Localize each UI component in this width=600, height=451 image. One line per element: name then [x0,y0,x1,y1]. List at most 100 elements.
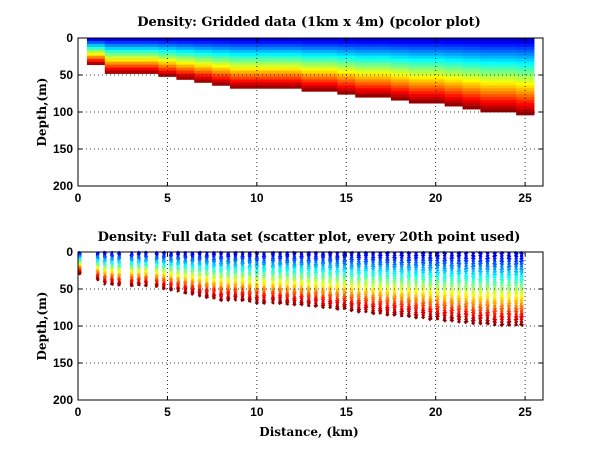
heatmap-cell [480,85,499,89]
scatter-point [399,311,404,316]
scatter-point [129,279,134,284]
heatmap-cell [176,49,195,54]
heatmap-cell [176,73,195,77]
scatter-point [261,256,267,261]
scatter-point [285,254,290,259]
scatter-point [392,262,397,267]
heatmap-cell [230,85,249,89]
heatmap-cell [319,70,338,74]
heatmap-cell [265,79,285,83]
scatter-point [499,295,505,301]
scatter-point [117,261,121,266]
heatmap-cell [230,61,249,66]
scatter-point [485,269,490,274]
scatter-point [320,272,326,278]
heatmap-cell [337,70,356,74]
scatter-point [371,262,376,267]
heatmap-cell [86,38,106,42]
scatter-point [370,282,376,287]
scatter-point [190,281,195,286]
scatter-point [306,280,312,285]
heatmap-cell [158,55,177,60]
heatmap-cell [301,76,320,80]
heatmap-cell [355,46,374,51]
scatter-point [513,314,519,320]
scatter-point [261,293,267,298]
heatmap-cell [498,85,517,89]
scatter-point [413,286,419,292]
scatter-point [384,289,390,295]
heatmap-cell [426,67,446,71]
heatmap-cell [462,49,481,54]
scatter-point [392,309,397,315]
scatter-point [435,302,440,307]
scatter-point [413,265,419,270]
scatter-point [499,258,505,264]
scatter-point [137,278,141,283]
heatmap-cell [265,40,285,45]
scatter-point [392,253,397,258]
scatter-point [377,268,383,274]
scatter-point [363,274,369,280]
heatmap-cell [462,97,481,101]
scatter-point [392,257,397,263]
heatmap-cell [462,76,481,80]
scatter-point [271,273,275,277]
heatmap-cell [319,82,338,86]
scatter-point [299,294,304,299]
scatter-point [435,285,440,290]
heatmap-cell [230,76,249,80]
heatmap-cell [230,49,249,54]
scatter-point [470,253,476,259]
scatter-point [492,261,498,267]
scatter-point [356,309,362,314]
scatter-point [313,286,318,291]
heatmap-cell [444,52,463,57]
scatter-point [518,314,525,320]
scatter-point [463,283,469,289]
scatter-point [233,289,238,294]
scatter-point [363,304,369,310]
scatter-point [406,281,412,286]
scatter-point [262,282,266,287]
scatter-point [477,258,483,264]
heatmap-cell [390,97,410,101]
heatmap-cell [516,82,535,86]
heatmap-cell [230,38,249,42]
scatter-point [413,295,419,301]
scatter-point [478,320,483,326]
heatmap-cell [247,58,267,63]
scatter-point [285,271,290,277]
scatter-point [485,318,490,324]
y-axis-label: Depth,(m) [35,292,49,361]
scatter-point [197,252,202,257]
heatmap-cell [212,76,231,80]
heatmap-cell [319,55,338,60]
scatter-point [442,308,447,313]
scatter-point [342,259,347,264]
scatter-point [406,292,411,298]
scatter-point [485,290,490,295]
scatter-point [519,287,524,293]
heatmap-cell [86,43,106,48]
scatter-point [499,287,505,293]
heatmap-cell [194,73,213,77]
scatter-point [427,292,433,297]
scatter-point [356,276,362,282]
scatter-point [506,290,512,296]
scatter-point [363,298,369,304]
scatter-point [442,317,447,323]
scatter-point [420,286,426,292]
heatmap-cell [355,91,374,95]
scatter-point [327,298,333,304]
scatter-point [442,303,448,308]
heatmap-cell [301,46,320,51]
scatter-point [463,273,469,279]
heatmap-cell [408,70,428,74]
scatter-point [434,287,440,293]
heatmap-cell [140,61,159,66]
scatter-point [471,303,476,308]
scatter-point [169,287,173,292]
scatter-point [320,268,326,274]
heatmap-cell [498,97,517,101]
